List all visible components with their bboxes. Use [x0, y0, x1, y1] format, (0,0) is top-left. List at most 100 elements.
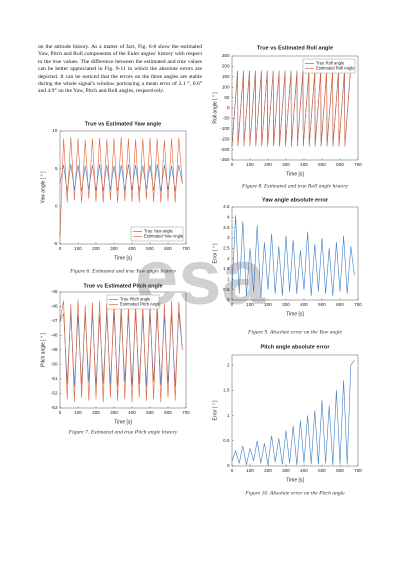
y-tick-label: 3.5: [223, 225, 230, 230]
y-tick-label: -52: [51, 391, 58, 396]
x-tick-label: 300: [282, 162, 290, 167]
plot-frame: [231, 206, 359, 301]
y-tick-label: 100: [222, 84, 230, 89]
x-tick-label: 500: [146, 246, 154, 251]
x-axis-label: Time [s]: [286, 477, 304, 483]
y-tick-label: 2: [227, 362, 230, 367]
y-tick-label: 0.5: [223, 438, 230, 443]
x-tick-label: 600: [164, 246, 172, 251]
x-tick-label: 200: [264, 468, 272, 473]
plot-frame: [231, 354, 359, 467]
x-tick-label: 700: [354, 302, 362, 307]
x-tick-label: 200: [92, 246, 100, 251]
x-tick-label: 400: [128, 410, 136, 415]
y-tick-label: -47: [51, 318, 58, 323]
x-tick-label: 0: [59, 246, 62, 251]
y-tick-label: 4: [227, 215, 230, 220]
x-tick-label: 600: [164, 410, 172, 415]
x-tick-label: 400: [300, 162, 308, 167]
caption: Figure 6. Estimated and true Yaw angle h…: [69, 268, 176, 274]
y-tick-label: -200: [220, 147, 230, 152]
x-tick-label: 300: [282, 302, 290, 307]
x-tick-label: 600: [336, 302, 344, 307]
y-tick-label: -53: [51, 405, 58, 410]
y-tick-label: -100: [220, 126, 230, 131]
y-tick-label: -50: [51, 362, 58, 367]
y-tick-label: 5: [55, 166, 58, 171]
y-tick-label: -51: [51, 376, 58, 381]
legend-label: Estimated Yaw Angle: [144, 234, 184, 239]
caption: Figure 8. Estimated and true Roll angle …: [241, 183, 349, 189]
y-tick-label: 250: [222, 53, 230, 58]
x-tick-label: 500: [318, 302, 326, 307]
y-axis-label: Roll angle [ ° ]: [212, 92, 218, 124]
x-tick-label: 100: [246, 468, 254, 473]
x-tick-label: 700: [354, 468, 362, 473]
y-tick-label: 1: [227, 413, 230, 418]
y-tick-label: 200: [222, 64, 230, 69]
x-tick-label: 700: [182, 410, 190, 415]
y-tick-label: 2: [227, 256, 230, 261]
y-tick-label: -49: [51, 347, 58, 352]
caption: Figure 7. Estimated and true Pitch angle…: [68, 429, 178, 435]
y-tick-label: 2.5: [223, 246, 230, 251]
x-tick-label: 0: [59, 410, 62, 415]
y-axis-label: Error [ ° ]: [212, 400, 218, 421]
series-line: [59, 164, 183, 192]
legend-label: Estimated Roll Angle: [316, 66, 355, 71]
y-tick-label: 1.5: [223, 266, 230, 271]
x-tick-label: 0: [231, 162, 234, 167]
x-tick-label: 500: [318, 468, 326, 473]
legend-box: [302, 58, 356, 74]
chart-title: True vs Estimated Yaw angle: [85, 121, 161, 127]
y-tick-label: 0: [227, 297, 230, 302]
x-tick-label: 700: [182, 246, 190, 251]
x-tick-label: 300: [282, 468, 290, 473]
x-tick-label: 0: [231, 302, 234, 307]
series-line: [59, 312, 183, 387]
x-tick-label: 100: [74, 410, 82, 415]
series-line: [59, 137, 183, 237]
y-tick-label: 0: [227, 105, 230, 110]
y-tick-label: 150: [222, 74, 230, 79]
y-tick-label: -5: [53, 241, 58, 246]
chart-title: Yaw angle absolute error: [262, 197, 329, 203]
x-tick-label: 700: [354, 162, 362, 167]
y-tick-label: 0: [55, 204, 58, 209]
x-tick-label: 300: [110, 410, 118, 415]
y-tick-label: 1.5: [223, 388, 230, 393]
y-tick-label: -45: [51, 289, 58, 294]
y-tick-label: -48: [51, 333, 58, 338]
y-tick-label: 10: [52, 128, 58, 133]
y-tick-label: -46: [51, 304, 58, 309]
y-tick-label: 4.5: [223, 204, 230, 209]
plot-frame: [59, 130, 187, 245]
series-line: [231, 359, 355, 466]
chart-title: True vs Estimated Pitch angle: [83, 283, 162, 289]
y-tick-label: 50: [224, 95, 230, 100]
x-tick-label: 400: [300, 468, 308, 473]
x-tick-label: 600: [336, 162, 344, 167]
y-tick-label: -150: [220, 136, 230, 141]
x-tick-label: 0: [231, 468, 234, 473]
legend-label: True Yaw angle: [144, 229, 173, 234]
x-tick-label: 600: [336, 468, 344, 473]
series-line: [231, 215, 355, 298]
caption: Figure 10. Absolute error on the Pitch a…: [244, 490, 345, 496]
series-line: [59, 299, 183, 403]
y-axis-label: Yaw angle [ ° ]: [40, 171, 46, 204]
chart-title: Pitch angle absolute error: [260, 344, 330, 350]
legend-box: [106, 294, 160, 310]
chart-title: True vs Estimated Roll angle: [257, 45, 333, 51]
series-line: [231, 71, 351, 147]
x-axis-label: Time [s]: [286, 171, 304, 177]
x-tick-label: 200: [92, 410, 100, 415]
caption: Figure 9. Absolute error on the Yaw angl…: [247, 329, 343, 335]
y-tick-label: 3: [227, 235, 230, 240]
legend-label: True Roll angle: [316, 61, 345, 66]
y-axis-label: Pitch angle [ ° ]: [40, 333, 46, 367]
y-tick-label: 1: [227, 277, 230, 282]
x-tick-label: 400: [128, 246, 136, 251]
